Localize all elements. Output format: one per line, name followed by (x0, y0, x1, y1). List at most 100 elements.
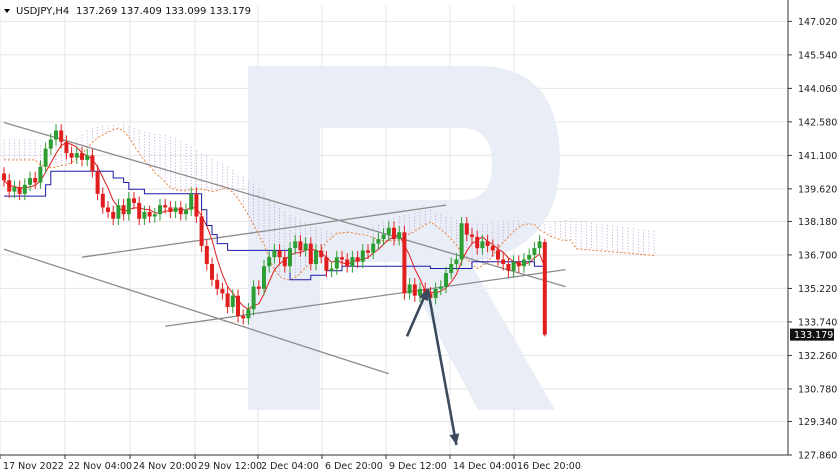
candle-body (470, 234, 474, 237)
candle-body (184, 209, 188, 215)
price-tick-label: 132.260 (798, 351, 837, 362)
candle (464, 216, 469, 241)
time-tick-label: 17 Nov 2022 (3, 461, 64, 472)
candle-body (355, 257, 360, 262)
candle (54, 124, 58, 146)
candle (475, 230, 480, 255)
candle-body (423, 288, 428, 294)
price-tick-label: 130.780 (798, 384, 837, 395)
candle (511, 255, 516, 278)
candle-body (282, 257, 287, 267)
candle-body (48, 139, 53, 149)
candle (282, 250, 287, 273)
candle-body (106, 207, 110, 212)
time-tick-label: 2 Dec 04:00 (261, 461, 319, 472)
candle-body (199, 216, 204, 246)
candle (537, 235, 542, 255)
trend-line (165, 269, 566, 327)
candle (147, 205, 152, 223)
candle (194, 187, 199, 223)
candle (496, 244, 500, 266)
chart-symbol[interactable]: USDJPY,H4 (16, 6, 69, 17)
candle (527, 248, 532, 266)
candle-body (371, 243, 376, 253)
candle-body (158, 205, 162, 215)
candle-body (80, 153, 84, 160)
chart-ohlc: 137.269 137.409 133.099 133.179 (76, 6, 251, 17)
candle (7, 173, 12, 198)
candle (17, 180, 22, 201)
candle-body (95, 171, 100, 194)
forecast-arrow-shaft (426, 288, 458, 446)
candle (334, 250, 339, 275)
candle (95, 164, 100, 201)
candle-body (397, 232, 402, 240)
price-tick-label: 129.340 (798, 417, 837, 428)
candle (371, 237, 376, 260)
candle (272, 244, 277, 264)
symbol-menu-triangle-icon[interactable] (4, 9, 10, 13)
candle-body (324, 257, 329, 271)
candle-body (267, 257, 272, 267)
candle-body (33, 177, 38, 183)
forecast-arrowhead (418, 288, 428, 301)
trend-line (81, 204, 447, 258)
candle (220, 282, 225, 300)
candle-body (2, 173, 6, 181)
candle (64, 135, 69, 160)
candle (178, 201, 183, 221)
candle (22, 178, 27, 201)
candle-body (314, 250, 318, 264)
candle (308, 237, 313, 271)
candle (262, 259, 266, 296)
candle-body (428, 293, 433, 298)
candle-body (215, 279, 220, 289)
candle (444, 266, 448, 293)
candle-body (90, 155, 95, 172)
candle-body (366, 250, 370, 253)
candle (28, 171, 32, 192)
candle-body (163, 205, 168, 208)
candle (74, 146, 79, 164)
candle (43, 142, 48, 174)
candle-body (449, 263, 454, 274)
candle-body (137, 202, 142, 219)
candle-body (246, 309, 251, 319)
candle-body (501, 259, 506, 264)
candle-body (121, 205, 126, 215)
candle (293, 235, 298, 255)
candle-body (433, 288, 438, 298)
candle (142, 205, 147, 226)
candle-body (298, 241, 303, 251)
candle (241, 309, 246, 325)
candle (12, 180, 17, 198)
candle (189, 187, 194, 217)
candle (360, 244, 365, 269)
candle-body (402, 232, 407, 294)
candle (319, 244, 324, 264)
candle-body (241, 316, 246, 319)
candle-body (376, 239, 381, 244)
price-tick-label: 133.740 (798, 317, 837, 328)
candle (501, 253, 506, 271)
candle (48, 133, 53, 155)
candle-body (444, 273, 448, 287)
candle-body (210, 263, 214, 280)
candle (158, 198, 162, 221)
candle (168, 201, 173, 219)
candle-body (386, 227, 391, 235)
candle-body (272, 250, 277, 258)
candle-body (308, 243, 313, 264)
trend-line (3, 121, 566, 288)
candle (350, 250, 355, 273)
candle (345, 253, 350, 273)
candle (542, 238, 547, 337)
candle (402, 225, 407, 300)
candle-body (511, 261, 516, 271)
candle-body (132, 198, 136, 203)
candle-body (204, 245, 209, 264)
candle-body (147, 211, 152, 217)
candle (397, 225, 402, 246)
candle-body (111, 211, 116, 219)
